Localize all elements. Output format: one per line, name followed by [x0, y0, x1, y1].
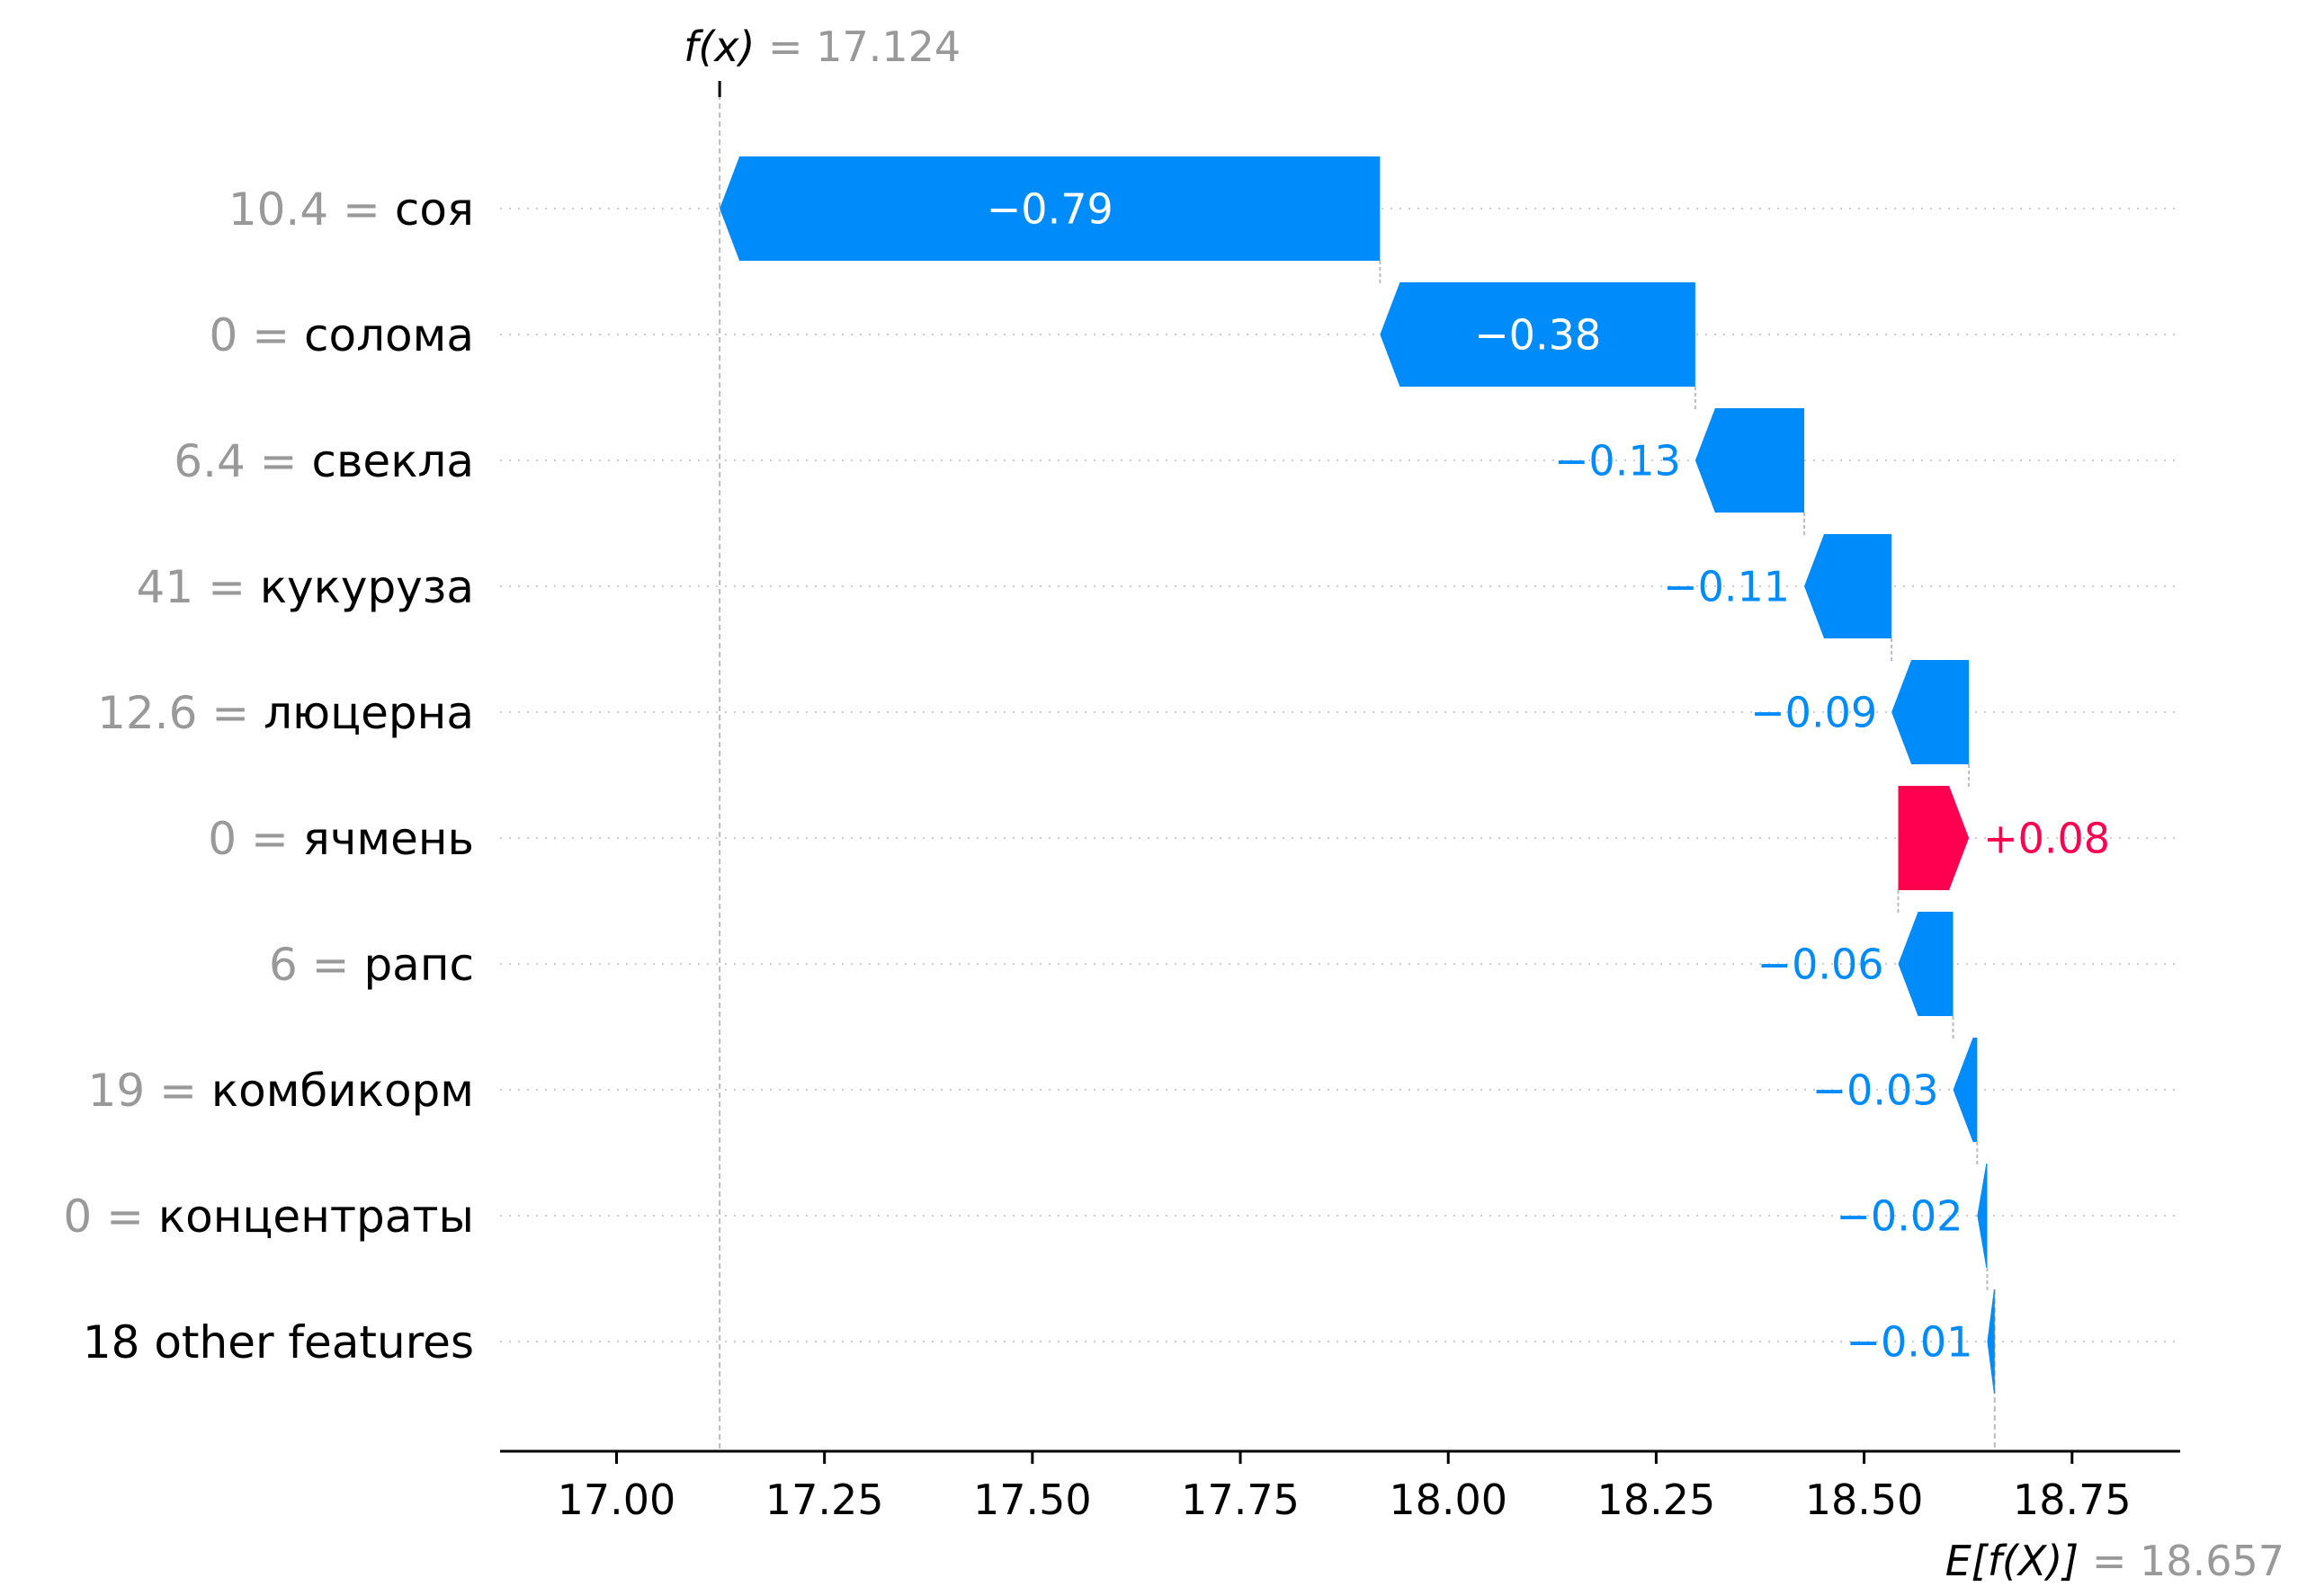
feature-label: 0 = ячмень: [208, 813, 474, 865]
bar-value-label: −0.38: [1474, 311, 1601, 360]
feature-value: 0 =: [208, 813, 303, 865]
x-tick-label: 17.50: [973, 1476, 1092, 1524]
feature-label: 10.4 = соя: [228, 183, 474, 236]
bar-10: [1987, 1289, 1995, 1394]
feature-value: 41 =: [137, 561, 260, 613]
x-tick-label: 18.75: [2013, 1476, 2132, 1524]
feature-label: 18 other features: [83, 1316, 474, 1369]
fx-value: = 17.124: [755, 22, 961, 71]
fx-label: f(x): [684, 22, 755, 71]
bar-value-label: −0.03: [1812, 1066, 1939, 1115]
feature-value: 0 =: [63, 1190, 158, 1243]
x-axis: 17.00 17.25 17.50 17.75 18.00 18.25 18.50 18.75: [500, 1449, 2180, 1524]
x-tick-label: 17.25: [765, 1476, 884, 1524]
x-tick-label: 18.50: [1805, 1476, 1924, 1524]
feature-label: 0 = концентраты: [63, 1190, 474, 1243]
feature-label: 12.6 = люцерна: [97, 687, 474, 739]
bar-value-label: −0.13: [1554, 437, 1681, 486]
bar-1: [720, 156, 1381, 261]
bar-5: [1891, 660, 1970, 764]
feature-name: соя: [395, 183, 474, 236]
value-annotations: f(x) = 17.124 E[f(X)] = 18.657: [684, 22, 2285, 1585]
feature-name: рапс: [363, 939, 474, 991]
feature-name: ячмень: [303, 813, 474, 865]
grid-lines: [500, 81, 2175, 1451]
feature-label: 19 = комбикорм: [88, 1065, 474, 1117]
feature-name: концентраты: [158, 1190, 474, 1243]
bar-value-label: −0.79: [987, 185, 1113, 234]
x-tick-label: 17.00: [558, 1476, 676, 1524]
feature-name: люцерна: [264, 687, 474, 739]
feature-label: 0 = солома: [210, 309, 475, 361]
feature-value: 0 =: [210, 309, 305, 361]
bar-9: [1977, 1164, 1988, 1268]
contribution-bars: −0.79 −0.38 −0.13 −0.11 −0.09 +0.08 −0.06 −0.03…: [720, 156, 2110, 1394]
bar-2: [1380, 282, 1695, 387]
bar-7: [1898, 912, 1954, 1016]
bar-value-label: −0.11: [1663, 563, 1790, 611]
feature-label: 41 = кукуруза: [137, 561, 474, 613]
row-labels: 10.4 = соя 0 = солома 6.4 = свекла 41 = кук…: [63, 183, 474, 1369]
feature-label: 6.4 = свекла: [174, 435, 474, 487]
bar-value-label: −0.02: [1836, 1192, 1963, 1241]
ex-annotation: E[f(X)] = 18.657: [1945, 1537, 2285, 1585]
bar-8: [1953, 1038, 1978, 1142]
feature-value: 6 =: [269, 939, 364, 991]
feature-name: солома: [304, 309, 474, 361]
feature-value: 19 =: [88, 1065, 211, 1117]
bar-3: [1694, 408, 1805, 513]
feature-value: 12.6 =: [97, 687, 264, 739]
feature-value: 10.4 =: [228, 183, 395, 236]
bar-value-label: +0.08: [1983, 815, 2110, 863]
bar-6: [1898, 786, 1970, 890]
feature-name: комбикорм: [211, 1065, 474, 1117]
x-tick-label: 18.00: [1389, 1476, 1507, 1524]
bar-value-label: −0.01: [1846, 1318, 1972, 1367]
bar-value-label: −0.09: [1750, 689, 1877, 737]
bar-4: [1804, 534, 1892, 638]
feature-name: кукуруза: [260, 561, 474, 613]
bar-value-label: −0.06: [1757, 941, 1884, 989]
x-tick-label: 17.75: [1181, 1476, 1300, 1524]
feature-name: 18 other features: [83, 1316, 474, 1369]
ex-value: = 18.657: [2079, 1537, 2285, 1585]
feature-value: 6.4 =: [174, 435, 311, 487]
x-tick-label: 18.25: [1597, 1476, 1716, 1524]
fx-annotation: f(x) = 17.124: [684, 22, 961, 71]
feature-name: свекла: [311, 435, 474, 487]
feature-label: 6 = рапс: [269, 939, 474, 991]
ex-label: E[f(X)]: [1945, 1537, 2079, 1585]
